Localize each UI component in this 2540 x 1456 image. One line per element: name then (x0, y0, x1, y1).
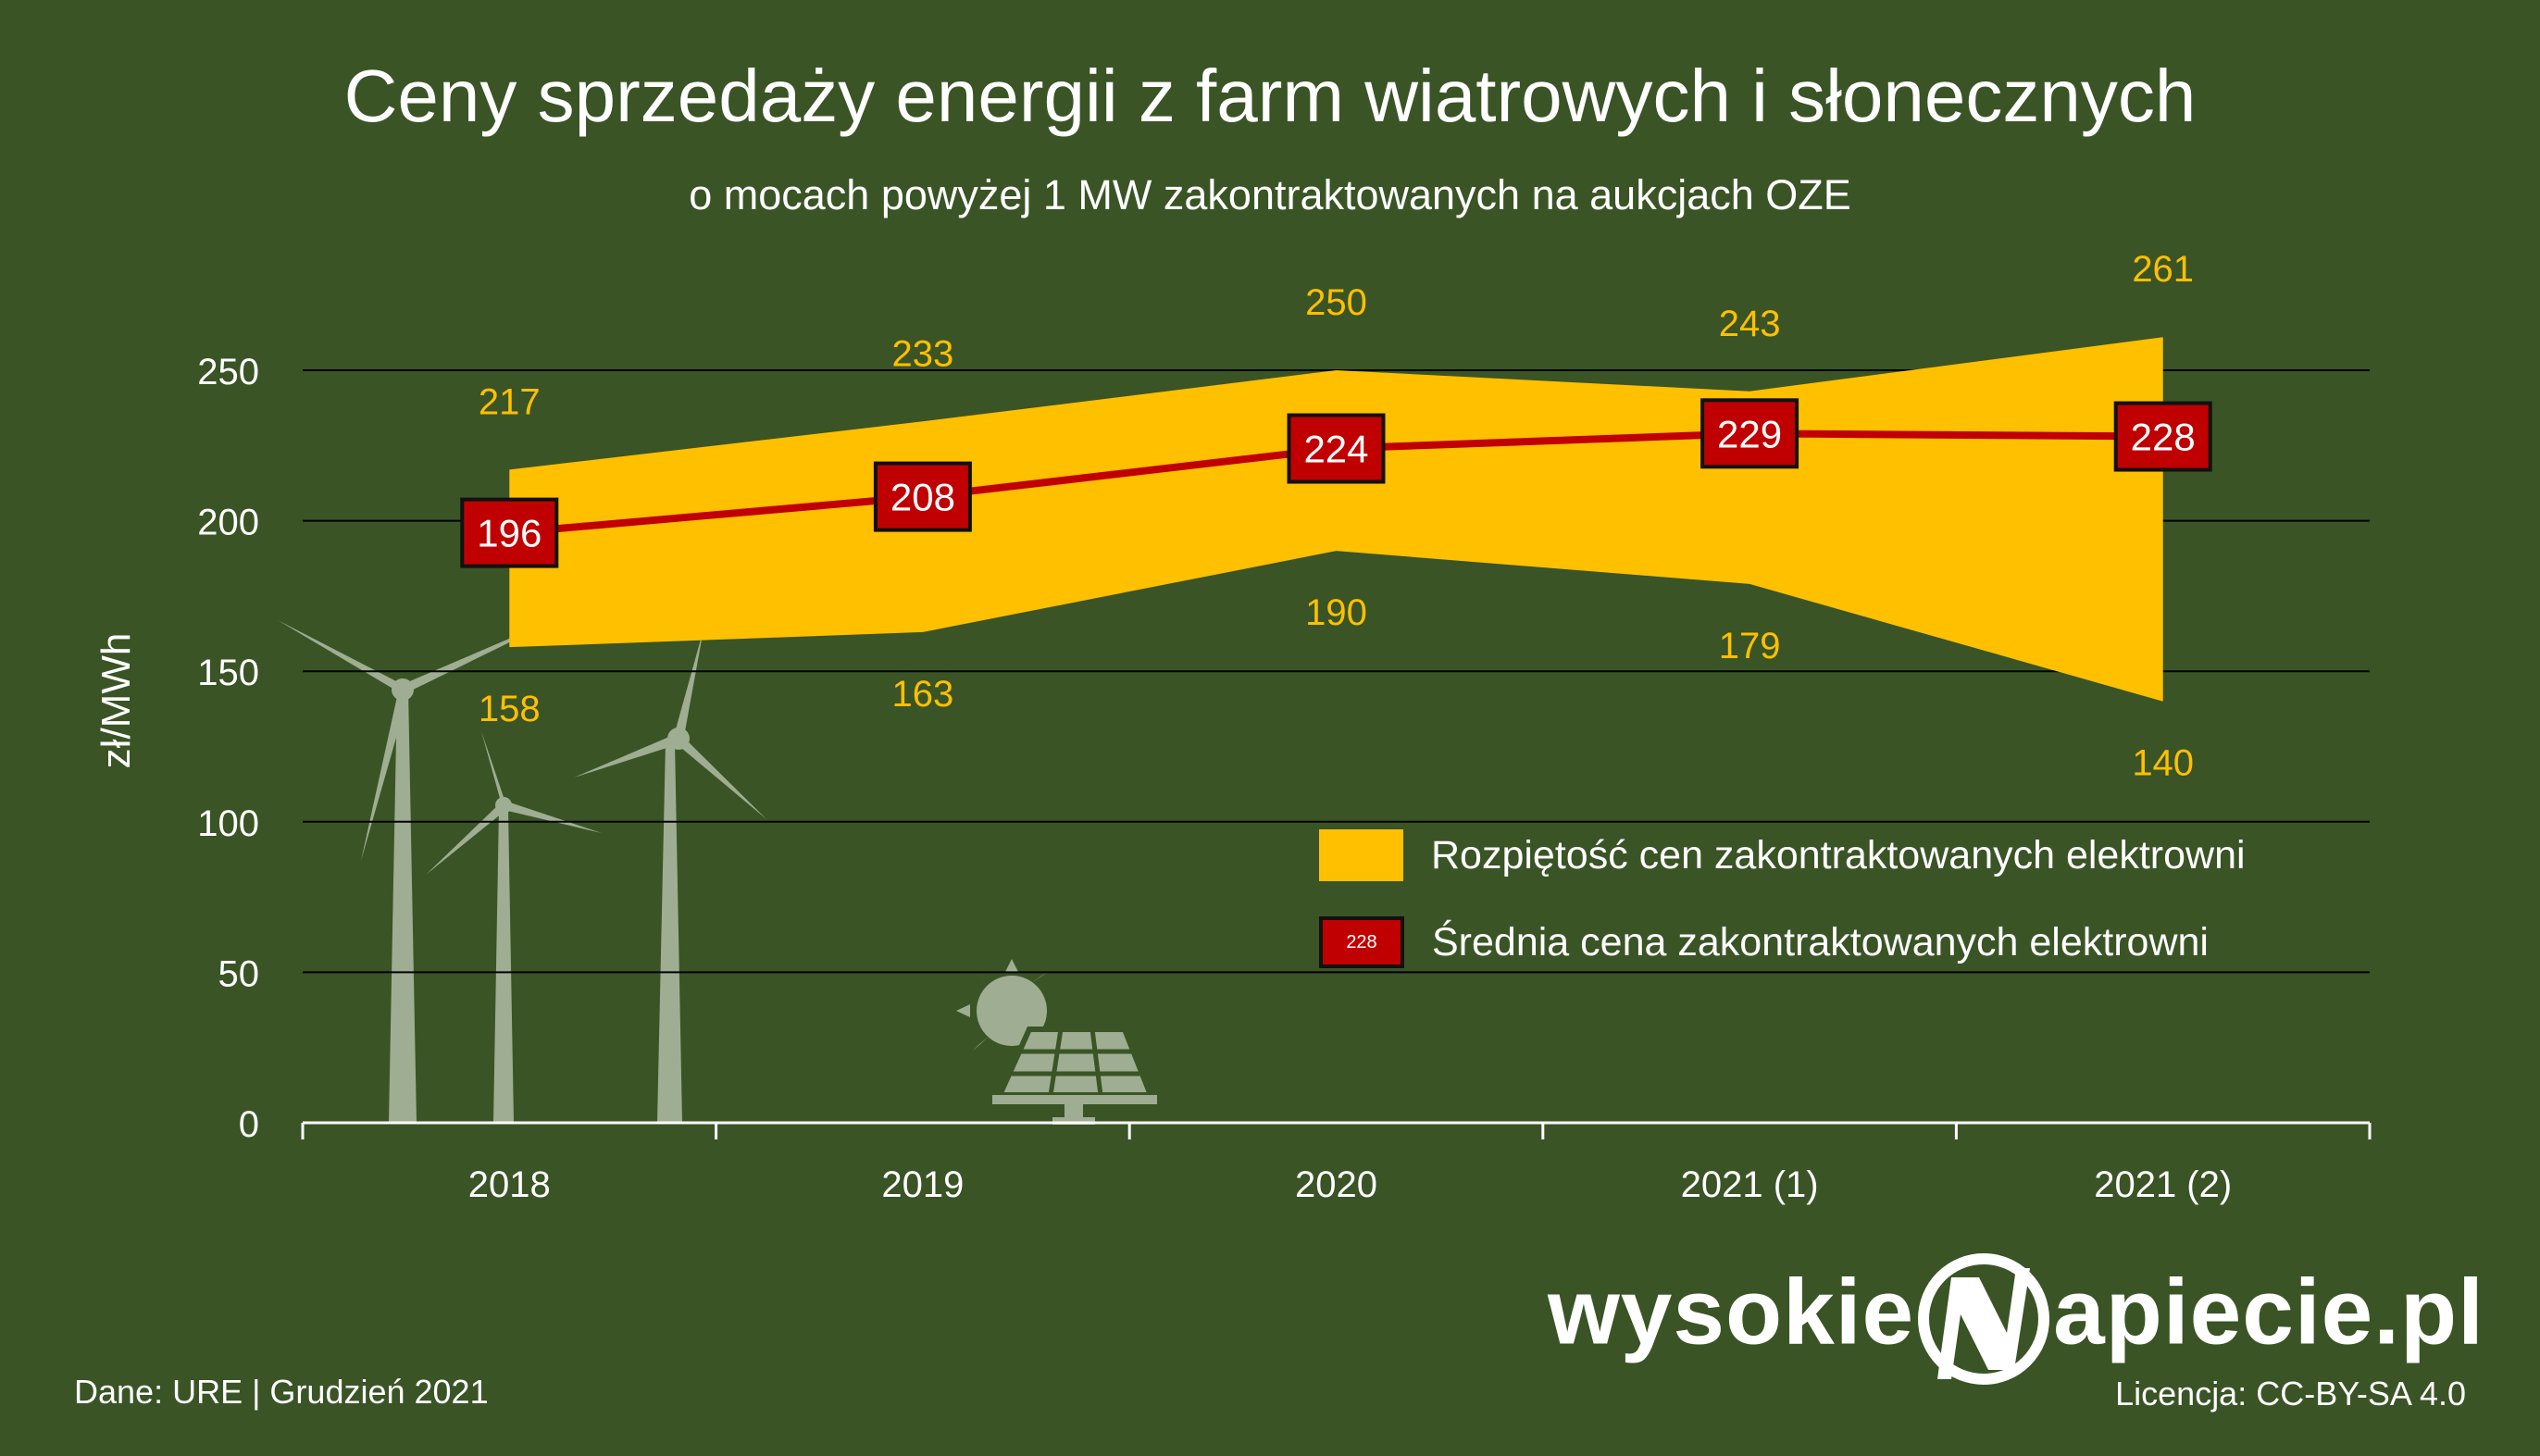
average-value-label: 228 (2131, 416, 2196, 459)
legend-item-range: Rozpiętość cen zakontraktowanych elektro… (1319, 829, 2246, 881)
lightning-bolt-icon (1918, 1253, 2050, 1385)
wind-turbine-icon (278, 611, 574, 1123)
wind-turbine-icon (426, 731, 602, 1123)
chart-title: Ceny sprzedaży energii z farm wiatrowych… (343, 55, 2197, 137)
legend-label-average: Średnia cena zakontraktowanych elektrown… (1432, 919, 2209, 964)
y-tick-label: 100 (197, 803, 259, 844)
low-value-label: 179 (1719, 626, 1781, 666)
low-value-label: 158 (479, 689, 541, 729)
data-source: Dane: URE | Grudzień 2021 (74, 1373, 489, 1411)
low-value-label: 163 (892, 674, 954, 715)
x-tick-label: 2021 (2) (2094, 1164, 2232, 1205)
solar-panel-icon (956, 959, 1157, 1125)
axes: 0 50 100 150 200 250 2018 2019 2020 2021 (1) 2021 … (197, 352, 2372, 1205)
average-marker (1700, 398, 1799, 469)
data-labels: 217 233 250 243 261 158 163 190 179 140 196 208 224 2… (460, 249, 2212, 784)
average-marker (2113, 401, 2212, 472)
chart-subtitle: o mocach powyżej 1 MW zakontraktowanych … (689, 171, 1851, 218)
legend-label-range: Rozpiętość cen zakontraktowanych elektro… (1431, 832, 2246, 877)
x-tick-label: 2018 (468, 1164, 551, 1205)
y-tick-label: 200 (197, 503, 259, 543)
high-value-label: 243 (1719, 304, 1781, 344)
legend-swatch-range (1319, 829, 1403, 881)
range-area (509, 337, 2163, 702)
average-value-label: 196 (477, 512, 542, 555)
logo-text-right: apiecie.pl (2053, 1260, 2484, 1364)
wind-turbine-icon (574, 629, 766, 1123)
legend-swatch-average: 228 (1319, 916, 1404, 968)
low-value-label: 140 (2132, 743, 2194, 784)
low-value-label: 190 (1305, 592, 1367, 633)
high-value-label: 261 (2132, 249, 2194, 290)
logo-text-left: wysokie (1548, 1260, 1915, 1364)
average-marker (460, 497, 559, 568)
y-tick-label: 250 (197, 352, 259, 392)
y-tick-label: 0 (239, 1104, 259, 1145)
x-tick-label: 2020 (1295, 1164, 1377, 1205)
license-note: Licencja: CC-BY-SA 4.0 (2115, 1375, 2466, 1412)
high-value-label: 217 (479, 381, 541, 422)
brand-logo: wysokie apiecie.pl (1548, 1250, 2484, 1388)
x-tick-label: 2019 (881, 1164, 964, 1205)
average-value-label: 224 (1303, 428, 1368, 471)
y-axis-label: zł/MWh (93, 633, 139, 769)
y-tick-label: 150 (197, 653, 259, 693)
average-value-label: 208 (890, 476, 955, 519)
average-marker (1287, 413, 1386, 484)
average-marker (873, 461, 972, 532)
x-tick-label: 2021 (1) (1681, 1164, 1819, 1205)
legend-item-average: 228 Średnia cena zakontraktowanych elekt… (1319, 916, 2209, 968)
decoration (278, 611, 1157, 1125)
price-range-band (509, 337, 2163, 702)
high-value-label: 250 (1305, 282, 1367, 323)
y-tick-label: 50 (218, 953, 260, 994)
average-value-label: 229 (1717, 412, 1782, 455)
high-value-label: 233 (892, 333, 954, 374)
